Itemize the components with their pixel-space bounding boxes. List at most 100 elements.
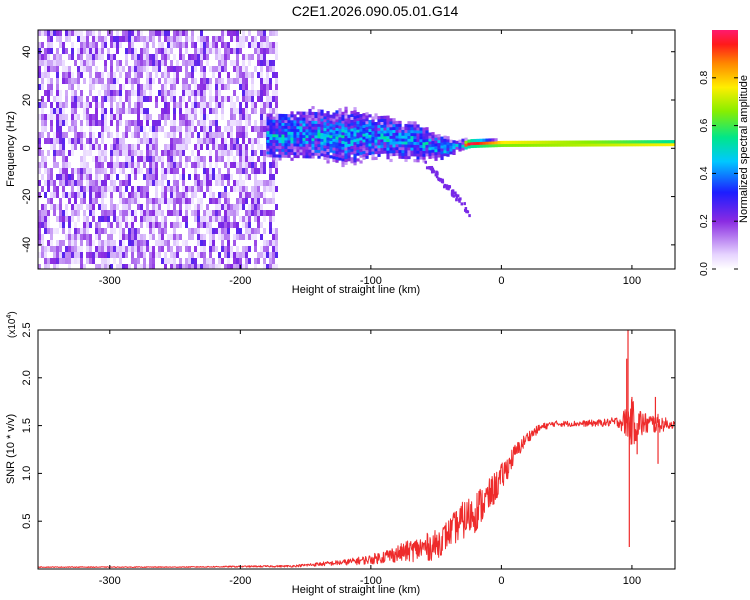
spectrogram-cell (242, 96, 245, 102)
spectrogram-cell (56, 48, 59, 54)
spectrogram-cell (71, 144, 74, 150)
spectrogram-cell (119, 36, 122, 42)
spectrogram-cell (422, 130, 426, 134)
spectrogram-cell (191, 210, 194, 216)
spectrogram-cell (254, 168, 257, 174)
spectrogram-cell (383, 121, 387, 125)
spectrogram-cell (188, 204, 191, 210)
spectrogram-cell (47, 180, 50, 186)
spectrogram-cell (209, 84, 212, 90)
snr-x-tick-label: 0 (498, 575, 504, 587)
spectrogram-cell (185, 192, 188, 198)
spectrogram-cell (463, 208, 467, 212)
spectrogram-cell (350, 122, 354, 126)
spectrogram-cell (257, 192, 260, 198)
spectrogram-cell (218, 48, 221, 54)
spectrogram-cell (533, 143, 537, 147)
spectrogram-cell (44, 192, 47, 198)
spectrogram-cell (398, 144, 402, 148)
spectrogram-cell (614, 140, 618, 144)
spectrogram-cell (131, 216, 134, 222)
spectrogram-cell (299, 117, 303, 121)
spectrogram-cell (215, 138, 218, 144)
spectrogram-cell (62, 252, 65, 258)
spectrogram-cell (281, 137, 285, 141)
spectrogram-cell (239, 42, 242, 48)
spectrogram-cell (209, 252, 212, 258)
spectrogram-cell (200, 84, 203, 90)
spectrogram-cell (77, 186, 80, 192)
spectrogram-cell (74, 210, 77, 216)
spectrogram-cell (167, 72, 170, 78)
spectrogram-cell (56, 126, 59, 132)
spectrogram-cell (176, 252, 179, 258)
spectrogram-cell (284, 134, 288, 138)
spectrogram-cell (176, 216, 179, 222)
spectrogram-cell (329, 137, 333, 142)
spectrogram-cell (575, 143, 579, 147)
spectrogram-cell (236, 168, 239, 174)
spectrogram-cell (128, 66, 131, 72)
spectrogram-cell (44, 30, 47, 36)
spectrogram-cell (335, 124, 339, 129)
spectrogram-cell (137, 84, 140, 90)
spectrogram-cell (230, 96, 233, 102)
spectrogram-cell (263, 78, 266, 84)
spectrogram-cell (101, 126, 104, 132)
spectrogram-cell (332, 112, 336, 116)
spectrogram-cell (323, 153, 327, 157)
spectrogram-cell (269, 180, 272, 186)
spectrogram-cell (185, 36, 188, 42)
spectrogram-cell (221, 114, 224, 120)
spectrogram-cell (137, 252, 140, 258)
spectrogram-cell (269, 122, 273, 126)
spectrogram-cell (569, 143, 573, 147)
spectrogram-cell (47, 246, 50, 252)
spectrogram-cell (59, 210, 62, 216)
spectrogram-cell (395, 149, 399, 154)
spectrogram-cell (248, 54, 251, 60)
spectrogram-cell (344, 158, 348, 163)
spectrogram-cell (131, 258, 134, 264)
spectrogram-cell (164, 60, 167, 66)
spectrogram-cell (311, 140, 315, 145)
spectrogram-cell (146, 66, 149, 72)
spectrogram-cell (419, 153, 423, 157)
spectrogram-cell (200, 126, 203, 132)
spectrogram-cell (209, 198, 212, 204)
spectrogram-cell (131, 240, 134, 246)
spectrogram-cell (197, 48, 200, 54)
spectrogram-cell (38, 168, 41, 174)
spectrogram-cell (224, 222, 227, 228)
spectrogram-cell (83, 192, 86, 198)
spectrogram-cell (80, 126, 83, 132)
spectrogram-cell (83, 78, 86, 84)
spectrogram-cell (413, 138, 417, 142)
spectrogram-cell (41, 252, 44, 258)
spectrogram-cell (161, 210, 164, 216)
spectrogram-cell (38, 234, 41, 240)
spectrogram-cell (347, 155, 351, 159)
spectrogram-cell (293, 134, 297, 138)
spectrogram-cell (320, 115, 324, 119)
spectrogram-cell (254, 36, 257, 42)
spectrogram-cell (185, 204, 188, 210)
spectrogram-cell (554, 143, 558, 147)
spectrogram-cell (227, 204, 230, 210)
spectrogram-cell (131, 90, 134, 96)
spectrogram-cell (308, 129, 312, 133)
snr-y-label: SNR (10 * v/v) (5, 414, 17, 484)
spectrogram-cell (50, 102, 53, 108)
spectrogram-cell (287, 137, 291, 141)
spectrogram-cell (110, 210, 113, 216)
spectrogram-cell (110, 66, 113, 72)
spectrogram-cell (155, 126, 158, 132)
spectrogram-cell (416, 135, 420, 140)
spectrogram-cell (239, 150, 242, 156)
spectrogram-cell (158, 252, 161, 258)
spectrogram-cell (344, 153, 348, 157)
spectrogram-cell (227, 174, 230, 180)
spectrogram-cell (83, 108, 86, 114)
spectrogram-cell (155, 150, 158, 156)
spectrogram-cell (71, 252, 74, 258)
